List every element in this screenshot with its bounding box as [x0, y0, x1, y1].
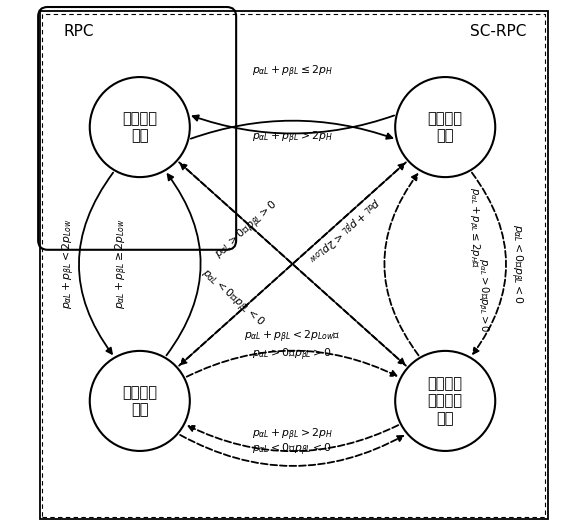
Text: RPC: RPC	[63, 24, 94, 40]
Text: $p_{\alpha L}>0$且$p_{\beta L}>0$: $p_{\alpha L}>0$且$p_{\beta L}>0$	[212, 197, 283, 262]
Text: $p_{\alpha L}+p_{\beta L}\leq 2p_H$且: $p_{\alpha L}+p_{\beta L}\leq 2p_H$且	[467, 186, 481, 268]
FancyArrowPatch shape	[167, 174, 201, 355]
FancyArrowPatch shape	[187, 351, 397, 376]
Text: $p_{\alpha L}<0$或$p_{\beta L}<0$: $p_{\alpha L}<0$或$p_{\beta L}<0$	[508, 224, 525, 304]
FancyArrowPatch shape	[188, 425, 398, 451]
Text: 填谷充电
模式: 填谷充电 模式	[122, 385, 157, 417]
FancyArrowPatch shape	[79, 173, 113, 354]
FancyArrowPatch shape	[179, 164, 404, 366]
FancyArrowPatch shape	[180, 435, 403, 466]
Text: 削峰放电
模式: 削峰放电 模式	[428, 111, 463, 143]
Text: $p_{\alpha L}+p_{\beta L}<2p_{Low}$且
$p_{\alpha L}>0$且$p_{\beta L}>0$: $p_{\alpha L}+p_{\beta L}<2p_{Low}$且 $p_…	[245, 328, 340, 363]
Text: $p_{\alpha L}<0$或$p_{\beta L}<0$: $p_{\alpha L}<0$或$p_{\beta L}<0$	[253, 441, 332, 458]
FancyArrowPatch shape	[179, 162, 404, 364]
FancyArrowPatch shape	[181, 162, 406, 364]
Text: $p_{\alpha L}+p_{\beta L}\geq 2p_{Low}$: $p_{\alpha L}+p_{\beta L}\geq 2p_{Low}$	[113, 219, 129, 309]
Text: $p_{\alpha L}>0$且$p_{\beta L}>0$: $p_{\alpha L}>0$且$p_{\beta L}>0$	[476, 258, 490, 333]
FancyArrowPatch shape	[192, 116, 394, 134]
FancyArrowPatch shape	[472, 173, 506, 354]
FancyArrowPatch shape	[191, 121, 393, 139]
Text: $p_{\alpha L}+p_{\beta L}<2p_{Low}$: $p_{\alpha L}+p_{\beta L}<2p_{Low}$	[60, 219, 77, 309]
Text: $p_{\alpha L}+p_{\beta L}\leq 2p_H$: $p_{\alpha L}+p_{\beta L}\leq 2p_H$	[252, 63, 333, 80]
Text: $p_{\alpha L}+p_{\beta L}>2p_H$: $p_{\alpha L}+p_{\beta L}>2p_H$	[252, 129, 333, 146]
Text: $p_{\alpha L}+p_{\beta L}>2p_H$: $p_{\alpha L}+p_{\beta L}>2p_H$	[252, 427, 333, 444]
Text: SC-RPC: SC-RPC	[470, 24, 527, 40]
Text: $p_{\alpha L}<0$或$p_{\beta L}<0$: $p_{\alpha L}<0$或$p_{\beta L}<0$	[197, 266, 267, 331]
Text: 功率转移
模式: 功率转移 模式	[122, 111, 157, 143]
FancyArrowPatch shape	[181, 164, 406, 366]
Text: $p_{\alpha L}+p_{\beta L}<2p_{Low}$: $p_{\alpha L}+p_{\beta L}<2p_{Low}$	[304, 193, 381, 266]
FancyArrowPatch shape	[384, 174, 418, 355]
Text: 再生制动
能量控制
模式: 再生制动 能量控制 模式	[428, 376, 463, 426]
